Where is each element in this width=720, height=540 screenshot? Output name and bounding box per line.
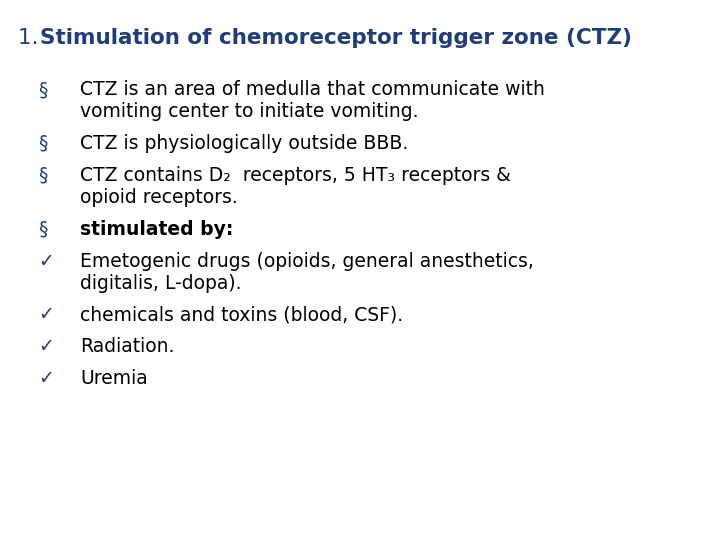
Text: stimulated by:: stimulated by:	[80, 220, 233, 239]
Text: CTZ is an area of medulla that communicate with: CTZ is an area of medulla that communica…	[80, 80, 545, 99]
Text: CTZ is physiologically outside BBB.: CTZ is physiologically outside BBB.	[80, 134, 408, 153]
Text: Radiation.: Radiation.	[80, 338, 174, 356]
Text: CTZ contains D₂  receptors, 5 HT₃ receptors &: CTZ contains D₂ receptors, 5 HT₃ recepto…	[80, 166, 511, 185]
Text: chemicals and toxins (blood, CSF).: chemicals and toxins (blood, CSF).	[80, 306, 403, 325]
Text: ✓: ✓	[38, 252, 54, 271]
Text: §: §	[38, 220, 48, 239]
Text: §: §	[38, 166, 48, 185]
Text: Emetogenic drugs (opioids, general anesthetics,: Emetogenic drugs (opioids, general anest…	[80, 252, 534, 271]
Text: ✓: ✓	[38, 338, 54, 356]
Text: vomiting center to initiate vomiting.: vomiting center to initiate vomiting.	[80, 102, 418, 121]
Text: §: §	[38, 134, 48, 153]
Text: Stimulation of chemoreceptor trigger zone (CTZ): Stimulation of chemoreceptor trigger zon…	[40, 28, 632, 48]
Text: opioid receptors.: opioid receptors.	[80, 188, 238, 207]
Text: digitalis, L-dopa).: digitalis, L-dopa).	[80, 274, 241, 293]
Text: Uremia: Uremia	[80, 369, 148, 388]
Text: 1.: 1.	[18, 28, 45, 48]
Text: ✓: ✓	[38, 306, 54, 325]
Text: §: §	[38, 80, 48, 99]
Text: ✓: ✓	[38, 369, 54, 388]
